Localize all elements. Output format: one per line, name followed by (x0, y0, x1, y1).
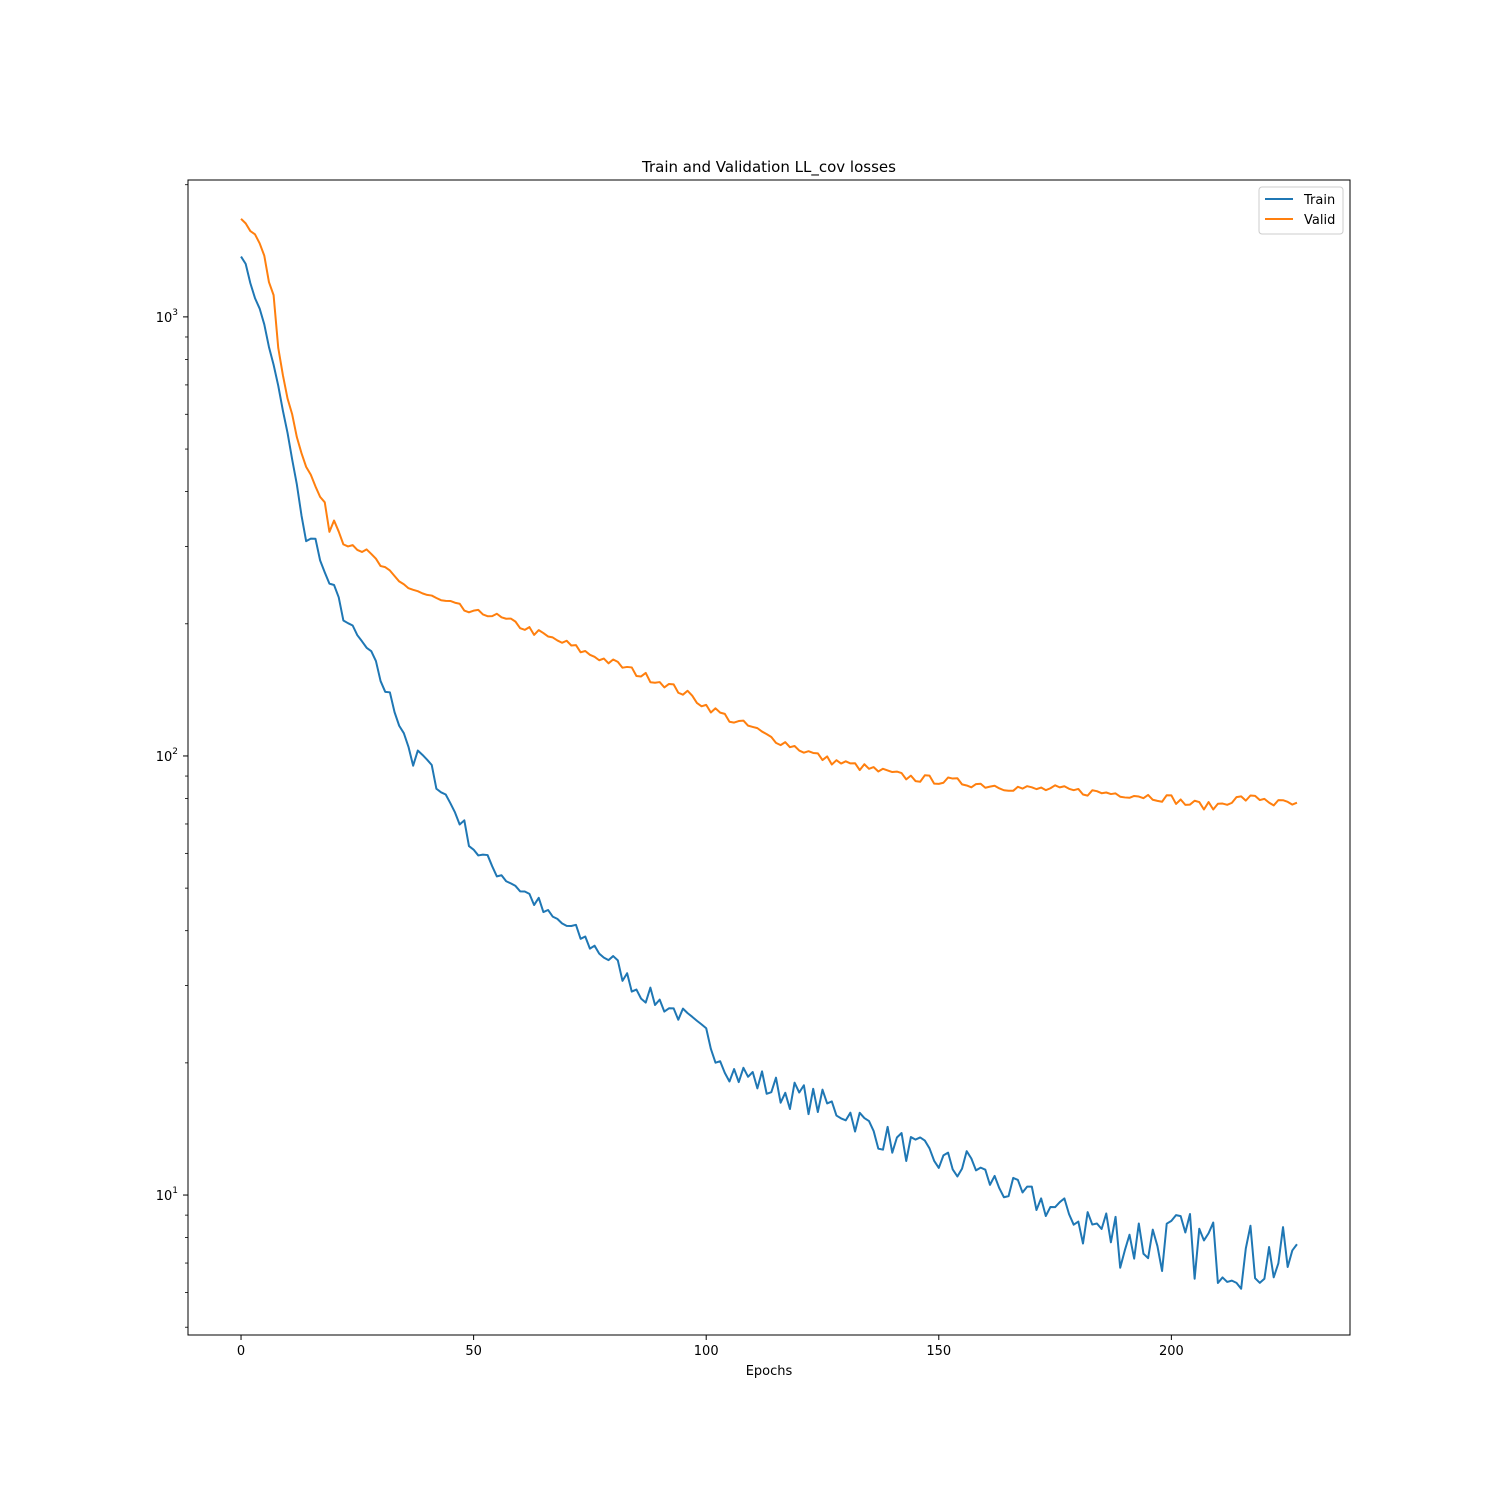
x-tick-label: 50 (465, 1344, 482, 1359)
x-tick-label: 0 (237, 1344, 245, 1359)
x-tick-label: 200 (1159, 1344, 1184, 1359)
y-axis-ticks: 101 102 103 (156, 184, 188, 1328)
chart-title: Train and Validation LL_cov losses (641, 158, 896, 177)
plot-frame (187, 179, 1351, 1336)
legend-label-valid: Valid (1304, 213, 1335, 228)
legend-label-train: Train (1303, 193, 1335, 208)
y-tick-label: 103 (156, 308, 178, 326)
legend: Train Valid (1258, 186, 1344, 235)
y-tick-label: 102 (156, 747, 178, 765)
x-tick-label: 100 (694, 1344, 719, 1359)
series-line-valid (240, 218, 1298, 811)
x-axis-ticks: 0 50 100 150 200 (237, 1335, 1184, 1359)
x-tick-label: 150 (926, 1344, 951, 1359)
series-layer (240, 218, 1298, 1290)
series-line-train (240, 256, 1298, 1290)
x-axis-label: Epochs (746, 1364, 793, 1379)
y-tick-label: 101 (156, 1186, 178, 1204)
